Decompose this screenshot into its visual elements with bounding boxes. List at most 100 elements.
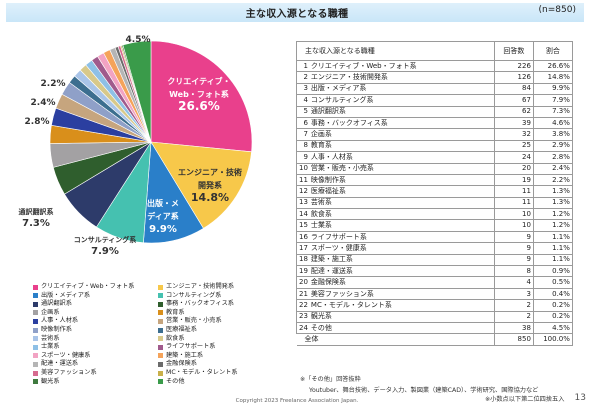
table-row: 11 映像制作系 19 2.2%	[295, 173, 573, 187]
count-cell: 11	[493, 196, 534, 210]
legend-item: スポーツ・健康系	[33, 352, 90, 360]
rank-cell: 8	[295, 139, 309, 153]
legend-item: 美容ファッション系	[33, 369, 97, 377]
count-cell: 62	[493, 105, 534, 118]
rank-cell: 7	[295, 128, 309, 141]
percent-cell: 1.1%	[532, 242, 573, 255]
rank-cell: 4	[295, 94, 309, 107]
legend-item: 企画系	[33, 309, 60, 317]
table-row: 21 美容ファッション系 3 0.4%	[295, 287, 573, 301]
legend-swatch	[158, 318, 163, 324]
rank-cell: 5	[295, 105, 309, 118]
legend-item: 建築・施工系	[158, 352, 203, 360]
legend-label: 美容ファッション系	[41, 369, 97, 376]
legend-label: 人事・人材系	[41, 317, 79, 325]
count-cell: 8	[493, 265, 534, 278]
total-percent: 100.0%	[532, 333, 573, 347]
table-row: 1 クリエイティブ・Web・フォト系 226 26.6%	[295, 59, 573, 73]
rank-cell: 12	[295, 185, 309, 198]
legend-swatch	[158, 361, 163, 367]
rank-cell: 10	[295, 162, 309, 175]
table-row: 12 医療福祉系 11 1.3%	[295, 185, 573, 198]
category-cell: 観光系	[308, 310, 495, 324]
legend-swatch	[158, 336, 163, 342]
count-cell: 9	[493, 230, 534, 244]
category-cell: 企画系	[308, 128, 495, 141]
table-row: 5 通訳翻訳系 62 7.3%	[295, 105, 573, 118]
legend-item: その他	[158, 378, 185, 386]
slice-label-line: 2.4%	[31, 98, 56, 108]
count-cell: 32	[493, 128, 534, 141]
copyright: Copyright 2023 Freelance Association Jap…	[235, 398, 359, 404]
rank-cell: 13	[295, 196, 309, 210]
rank-cell: 11	[295, 173, 309, 187]
legend-item: エンジニア・技術開発系	[158, 283, 234, 291]
legend-item: 観光系	[33, 378, 60, 386]
percent-cell: 0.2%	[532, 299, 573, 312]
slice-label-line: クリエイティブ・	[167, 76, 230, 86]
note-line2: Youtuber、舞台技術、データ入力、製図業（建築CAD）、学術研究、国際協力…	[309, 387, 539, 394]
category-cell: 美容ファッション系	[308, 287, 495, 301]
legend-label: 医療福祉系	[166, 326, 197, 333]
page-title: 主な収入源となる職種	[245, 9, 349, 20]
slice-label-24: 4.5%	[126, 35, 151, 45]
rank-cell: 1	[295, 59, 309, 73]
category-cell: 金融保険系	[308, 276, 495, 289]
category-cell: MC・モデル・タレント系	[308, 299, 495, 312]
percent-cell: 1.2%	[532, 219, 573, 232]
legend-item: コンサルティング系	[158, 292, 221, 300]
category-cell: 教育系	[308, 139, 495, 153]
slice-label-3: 出版・メディア系 9.9%	[147, 198, 179, 235]
category-cell: クリエイティブ・Web・フォト系	[308, 59, 495, 73]
table-row: 20 金融保険系 4 0.5%	[295, 276, 573, 289]
table-row: 13 芸術系 11 1.3%	[295, 196, 573, 210]
legend-swatch	[33, 353, 38, 359]
legend-item: 配達・運送系	[33, 360, 78, 368]
count-cell: 38	[493, 321, 534, 335]
percent-cell: 0.9%	[532, 265, 573, 278]
table-total-row: 全体 850 100.0%	[296, 333, 573, 347]
legend-item: 飲食系	[158, 335, 185, 343]
count-cell: 2	[493, 310, 534, 324]
legend-label: ライフサポート系	[166, 343, 216, 351]
data-table: 主な収入源となる職種 回答数 割合 1 クリエイティブ・Web・フォト系 226 26…	[295, 41, 573, 347]
col-header-count: 回答数	[493, 41, 534, 61]
slice-label-line: Web・フォト系	[169, 89, 229, 99]
header: 主な収入源となる職種 (n=850)	[0, 0, 594, 26]
legend-swatch	[158, 284, 163, 290]
slice-label-line: ディア系	[147, 211, 178, 221]
table-row: 17 スポーツ・健康系 9 1.1%	[295, 242, 573, 255]
legend-label: スポーツ・健康系	[41, 351, 91, 359]
percent-cell: 4.6%	[532, 116, 573, 130]
slice-label-line: エンジニア・技術	[178, 167, 242, 177]
legend-swatch	[33, 327, 38, 333]
legend-label: 観光系	[41, 377, 60, 385]
category-cell: 医療福祉系	[308, 185, 495, 198]
table-row: 23 観光系 2 0.2%	[295, 310, 573, 324]
legend-swatch	[33, 310, 38, 316]
rank-cell: 20	[295, 276, 309, 289]
percent-cell: 14.8%	[532, 71, 573, 84]
percent-cell: 0.5%	[532, 276, 573, 289]
category-cell: 建築・施工系	[308, 253, 495, 267]
percent-cell: 0.4%	[532, 287, 573, 301]
category-cell: スポーツ・健康系	[308, 242, 495, 255]
rank-cell: 19	[295, 265, 309, 278]
page-number: 13	[574, 393, 586, 403]
slice-label-9: 2.8%	[25, 117, 50, 127]
table-row: 22 MC・モデル・タレント系 2 0.2%	[295, 299, 573, 312]
pie-slice-24	[122, 40, 152, 143]
slice-label-1: クリエイティブ・ Web・フォト系 26.6%	[167, 76, 230, 113]
table-row: 4 コンサルティング系 67 7.9%	[295, 94, 573, 107]
pie-chart: クリエイティブ・ Web・フォト系 26.6%エンジニア・技術開発系 14.8%出版・…	[19, 35, 253, 257]
percent-cell: 7.3%	[532, 105, 573, 118]
count-cell: 19	[493, 173, 534, 187]
category-cell: ライフサポート系	[308, 230, 495, 244]
slice-label-line: 2.2%	[41, 79, 66, 89]
legend-swatch	[158, 310, 163, 316]
rank-cell: 9	[295, 151, 309, 164]
legend-item: 事務・バックオフィス系	[158, 300, 234, 308]
legend-swatch	[33, 318, 38, 324]
legend-label: 配達・運送系	[41, 360, 79, 368]
category-cell: 事務・バックオフィス系	[308, 116, 495, 130]
